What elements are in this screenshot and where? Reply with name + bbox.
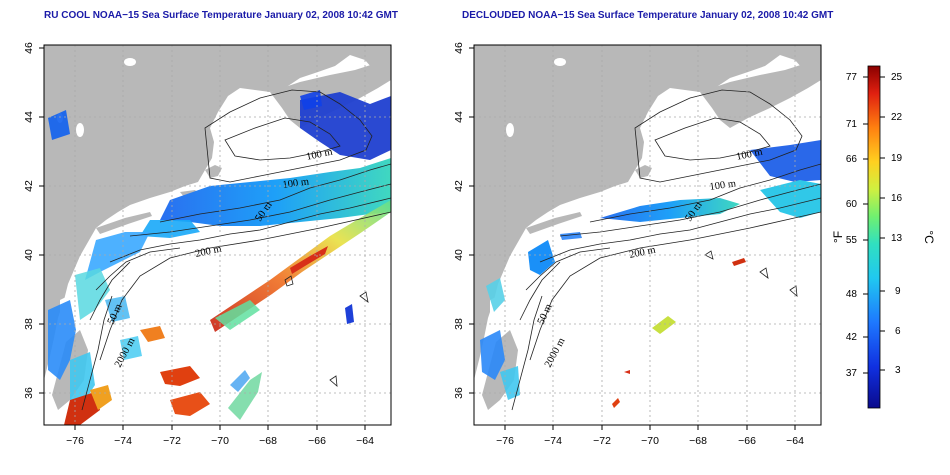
svg-text:−66: −66 <box>308 435 326 447</box>
panel-title-raw: RU COOL NOAA−15 Sea Surface Temperature … <box>44 10 398 21</box>
panel-title-declouded: DECLOUDED NOAA−15 Sea Surface Temperatur… <box>462 10 834 21</box>
svg-text:60: 60 <box>846 199 858 210</box>
svg-text:38: 38 <box>23 318 35 330</box>
svg-text:−76: −76 <box>496 435 514 447</box>
svg-text:19: 19 <box>891 153 903 164</box>
map-panel-declouded: 100 m 100 m 50 m 200 m 50 m 2000 m <box>474 45 821 425</box>
svg-text:71: 71 <box>846 119 858 130</box>
svg-text:−76: −76 <box>66 435 84 447</box>
svg-text:3: 3 <box>895 365 901 376</box>
svg-text:42: 42 <box>23 180 35 192</box>
svg-text:44: 44 <box>453 111 465 123</box>
svg-text:−72: −72 <box>593 435 611 447</box>
svg-text:48: 48 <box>846 289 858 300</box>
svg-text:46: 46 <box>453 42 465 54</box>
svg-text:−64: −64 <box>356 435 374 447</box>
map-frame-raw <box>43 44 392 426</box>
svg-text:−68: −68 <box>689 435 707 447</box>
map-panel-raw: 100 m 100 m 50 m 200 m 50 m 2000 m <box>44 45 391 425</box>
svg-text:−68: −68 <box>259 435 277 447</box>
land-mass <box>44 45 391 380</box>
svg-text:66: 66 <box>846 154 858 165</box>
svg-text:16: 16 <box>891 193 903 204</box>
svg-text:6: 6 <box>895 326 901 337</box>
svg-text:−64: −64 <box>786 435 804 447</box>
svg-text:77: 77 <box>846 72 858 83</box>
contour-label-200m: 200 m <box>194 244 222 260</box>
colorbar: 77 71 66 60 55 48 42 37 25 22 19 16 13 9… <box>831 65 936 409</box>
svg-text:44: 44 <box>23 111 35 123</box>
lat-axis-declouded: 46 44 42 40 38 36 <box>453 42 474 399</box>
svg-text:−70: −70 <box>211 435 229 447</box>
grid-lines-raw <box>44 45 391 425</box>
svg-text:−74: −74 <box>544 435 562 447</box>
fahrenheit-ticks: 77 71 66 60 55 48 42 37 <box>846 72 868 379</box>
celsius-ticks: 25 22 19 16 13 9 6 3 <box>880 72 903 376</box>
contour-label-100m-a: 100 m <box>305 147 333 163</box>
lon-axis-raw: −76 −74 −72 −70 −68 −66 −64 <box>66 425 374 447</box>
svg-text:13: 13 <box>891 233 903 244</box>
contour-label-100m-b: 100 m <box>282 176 310 191</box>
svg-text:22: 22 <box>891 112 903 123</box>
svg-text:9: 9 <box>895 286 901 297</box>
land-mass <box>474 45 821 380</box>
colorbar-gradient <box>867 65 881 409</box>
svg-text:−66: −66 <box>738 435 756 447</box>
svg-text:40: 40 <box>23 249 35 261</box>
contour-label-100m-a: 100 m <box>735 147 763 163</box>
svg-text:42: 42 <box>846 332 858 343</box>
svg-text:46: 46 <box>23 42 35 54</box>
contour-label-100m-b: 100 m <box>709 178 737 193</box>
svg-text:36: 36 <box>23 387 35 399</box>
lat-axis-raw: 46 44 42 40 38 36 <box>23 42 44 399</box>
svg-text:38: 38 <box>453 318 465 330</box>
svg-text:42: 42 <box>453 180 465 192</box>
svg-text:37: 37 <box>846 368 858 379</box>
svg-text:−72: −72 <box>163 435 181 447</box>
svg-text:−74: −74 <box>114 435 132 447</box>
celsius-unit-label: °C <box>922 230 936 244</box>
fahrenheit-unit-label: °F <box>831 231 845 243</box>
svg-text:−70: −70 <box>641 435 659 447</box>
contour-label-200m: 200 m <box>628 245 656 261</box>
grid-lines-declouded <box>474 45 821 425</box>
svg-text:36: 36 <box>453 387 465 399</box>
svg-text:55: 55 <box>846 235 858 246</box>
svg-text:40: 40 <box>453 249 465 261</box>
lon-axis-declouded: −76 −74 −72 −70 −68 −66 −64 <box>496 425 804 447</box>
map-frame-declouded <box>473 44 822 426</box>
svg-text:25: 25 <box>891 72 903 83</box>
